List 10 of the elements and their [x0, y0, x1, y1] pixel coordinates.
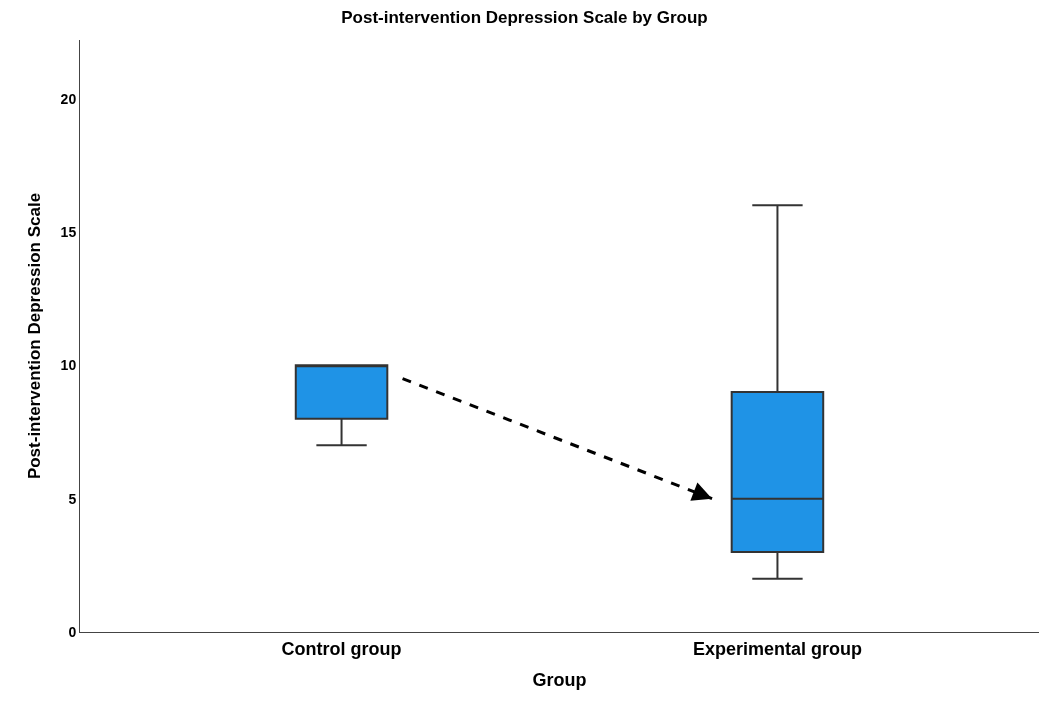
y-tick-label: 5: [68, 490, 77, 507]
x-tick-label: Experimental group: [692, 638, 862, 659]
x-tick-label: Control group: [281, 638, 402, 659]
chart-title: Post-intervention Depression Scale by Group: [341, 7, 708, 27]
y-tick-label: 20: [60, 90, 77, 107]
y-tick-label: 10: [60, 357, 77, 374]
y-axis-title: Post-intervention Depression Scale: [25, 192, 45, 480]
y-tick-label: 15: [60, 223, 77, 240]
y-tick-label: 0: [68, 623, 77, 640]
x-axis-title: Group: [532, 669, 587, 690]
